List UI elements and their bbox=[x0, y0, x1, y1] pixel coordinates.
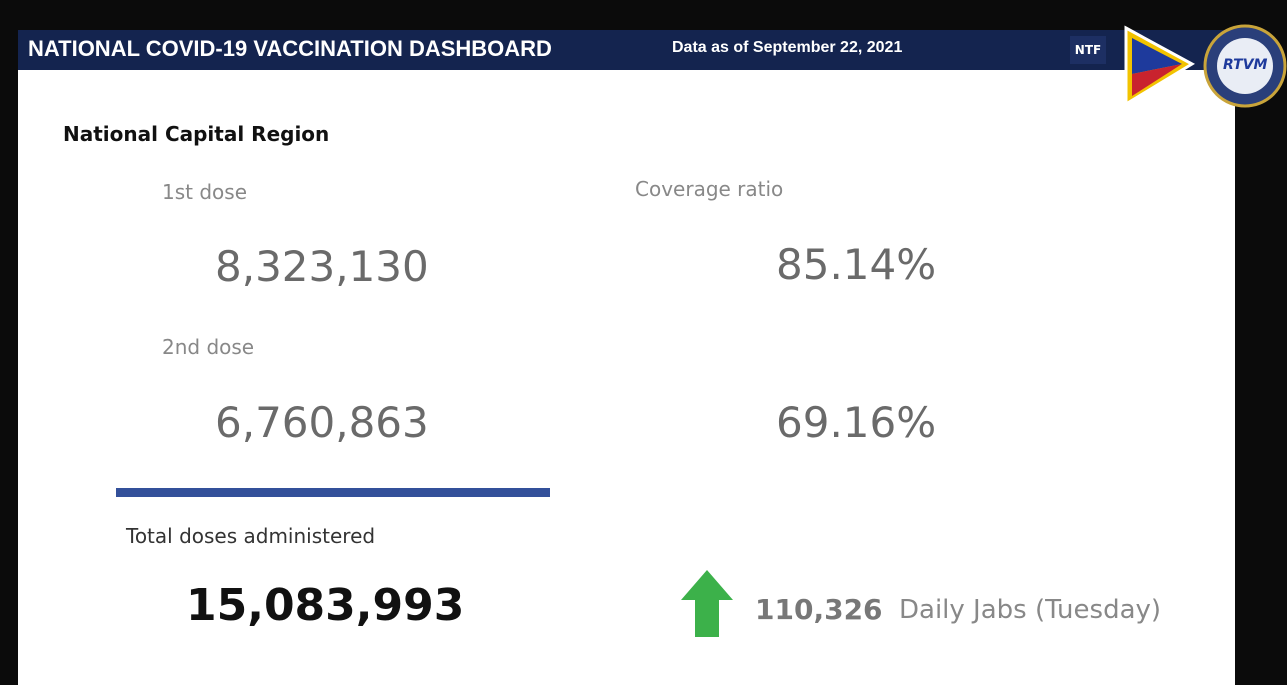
first-coverage: 85.14% bbox=[776, 240, 937, 289]
logo-rtvm: RTVM bbox=[1223, 57, 1268, 73]
daily-value: 110,326 bbox=[755, 593, 883, 626]
second-dose-label: 2nd dose bbox=[162, 335, 255, 359]
arrow-shape bbox=[681, 570, 733, 637]
flag-blue bbox=[1132, 38, 1182, 74]
coverage-label: Coverage ratio bbox=[635, 177, 784, 201]
first-dose-label: 1st dose bbox=[162, 180, 247, 204]
date: Data as of September 22, 2021 bbox=[672, 39, 903, 56]
daily-label: Daily Jabs (Tuesday) bbox=[899, 595, 1162, 625]
flag-red bbox=[1132, 64, 1182, 96]
second-dose-value: 6,760,863 bbox=[215, 398, 429, 447]
up-arrow bbox=[681, 570, 733, 637]
seal-inner bbox=[1217, 38, 1273, 94]
divider bbox=[116, 488, 550, 497]
panel bbox=[18, 70, 1235, 685]
title: NATIONAL COVID-19 VACCINATION DASHBOARD bbox=[28, 36, 552, 61]
second-coverage: 69.16% bbox=[776, 398, 937, 447]
header-bar bbox=[18, 30, 1235, 70]
logos bbox=[1124, 24, 1287, 108]
first-dose-value: 8,323,130 bbox=[215, 242, 429, 291]
logo-ntf: NTF bbox=[1070, 36, 1106, 64]
total-label: Total doses administered bbox=[126, 524, 376, 548]
region: National Capital Region bbox=[63, 122, 330, 146]
total-value: 15,083,993 bbox=[186, 580, 465, 631]
